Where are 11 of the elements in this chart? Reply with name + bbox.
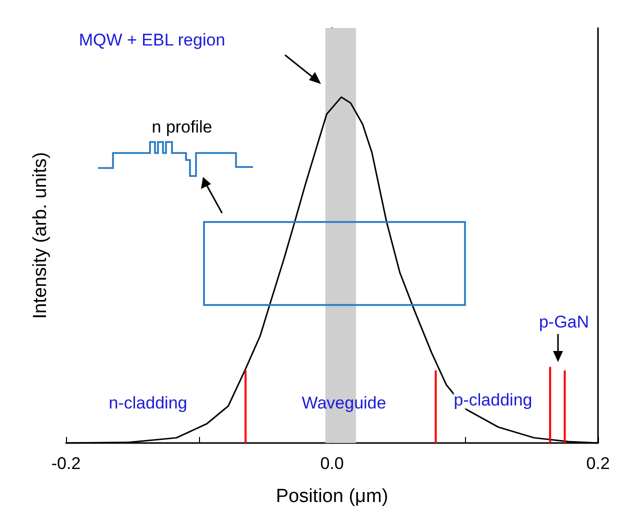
y-axis-title: Intensity (arb. units) — [30, 152, 51, 319]
annotation: p-GaN — [538, 312, 590, 332]
annotation: n profile — [152, 118, 212, 136]
annotation: p-cladding — [454, 390, 532, 410]
x-tick-label: 0.2 — [586, 454, 610, 473]
text: MQW + EBL region — [78, 30, 226, 50]
x-tick-label: -0.2 — [51, 454, 81, 473]
x-tick-label: 0.0 — [320, 454, 344, 473]
x-axis-title: Position (μm) — [276, 486, 388, 507]
annotation: n-cladding — [108, 394, 188, 412]
annotation: Waveguide — [302, 394, 386, 412]
